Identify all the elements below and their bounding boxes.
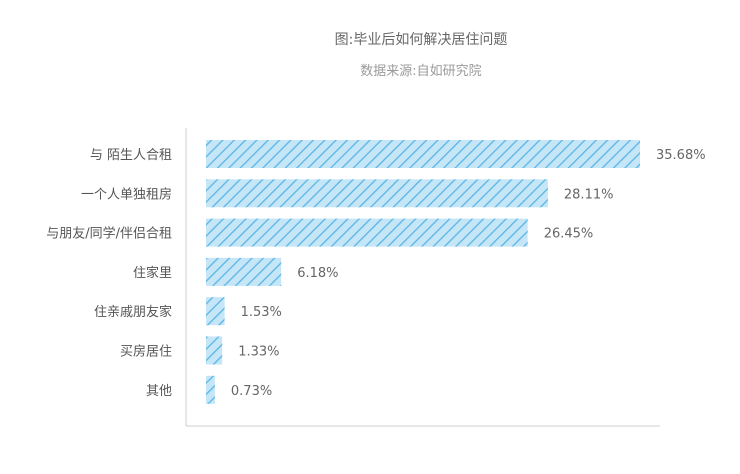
bar bbox=[206, 257, 282, 286]
category-label: 其他 bbox=[146, 384, 172, 399]
value-label: 0.73% bbox=[231, 384, 272, 399]
category-label: 一个人单独租房 bbox=[81, 186, 172, 202]
value-label: 6.18% bbox=[297, 266, 338, 281]
bar bbox=[206, 375, 215, 404]
bar bbox=[206, 218, 528, 247]
chart-title: 图:毕业后如何解决居住问题 bbox=[335, 32, 508, 48]
bar bbox=[206, 297, 225, 326]
chart-subtitle: 数据来源:自如研究院 bbox=[360, 63, 481, 79]
bars-group: 与 陌生人合租 35.68% 一个人单独租房 28.11% 与朋友/同学/伴侣合租 26.… bbox=[46, 140, 706, 404]
bar bbox=[206, 140, 640, 168]
bar bbox=[206, 336, 223, 365]
value-label: 28.11% bbox=[564, 187, 614, 202]
value-label: 26.45% bbox=[544, 227, 594, 242]
bar bbox=[206, 179, 548, 208]
category-label: 住亲戚朋友家 bbox=[94, 304, 172, 320]
value-label: 35.68% bbox=[656, 148, 706, 163]
value-label: 1.53% bbox=[241, 305, 282, 320]
category-label: 住家里 bbox=[133, 265, 172, 281]
category-label: 与朋友/同学/伴侣合租 bbox=[46, 226, 172, 242]
category-label: 买房居住 bbox=[120, 344, 172, 360]
category-label: 与 陌生人合租 bbox=[90, 148, 172, 163]
value-label: 1.33% bbox=[238, 345, 279, 360]
